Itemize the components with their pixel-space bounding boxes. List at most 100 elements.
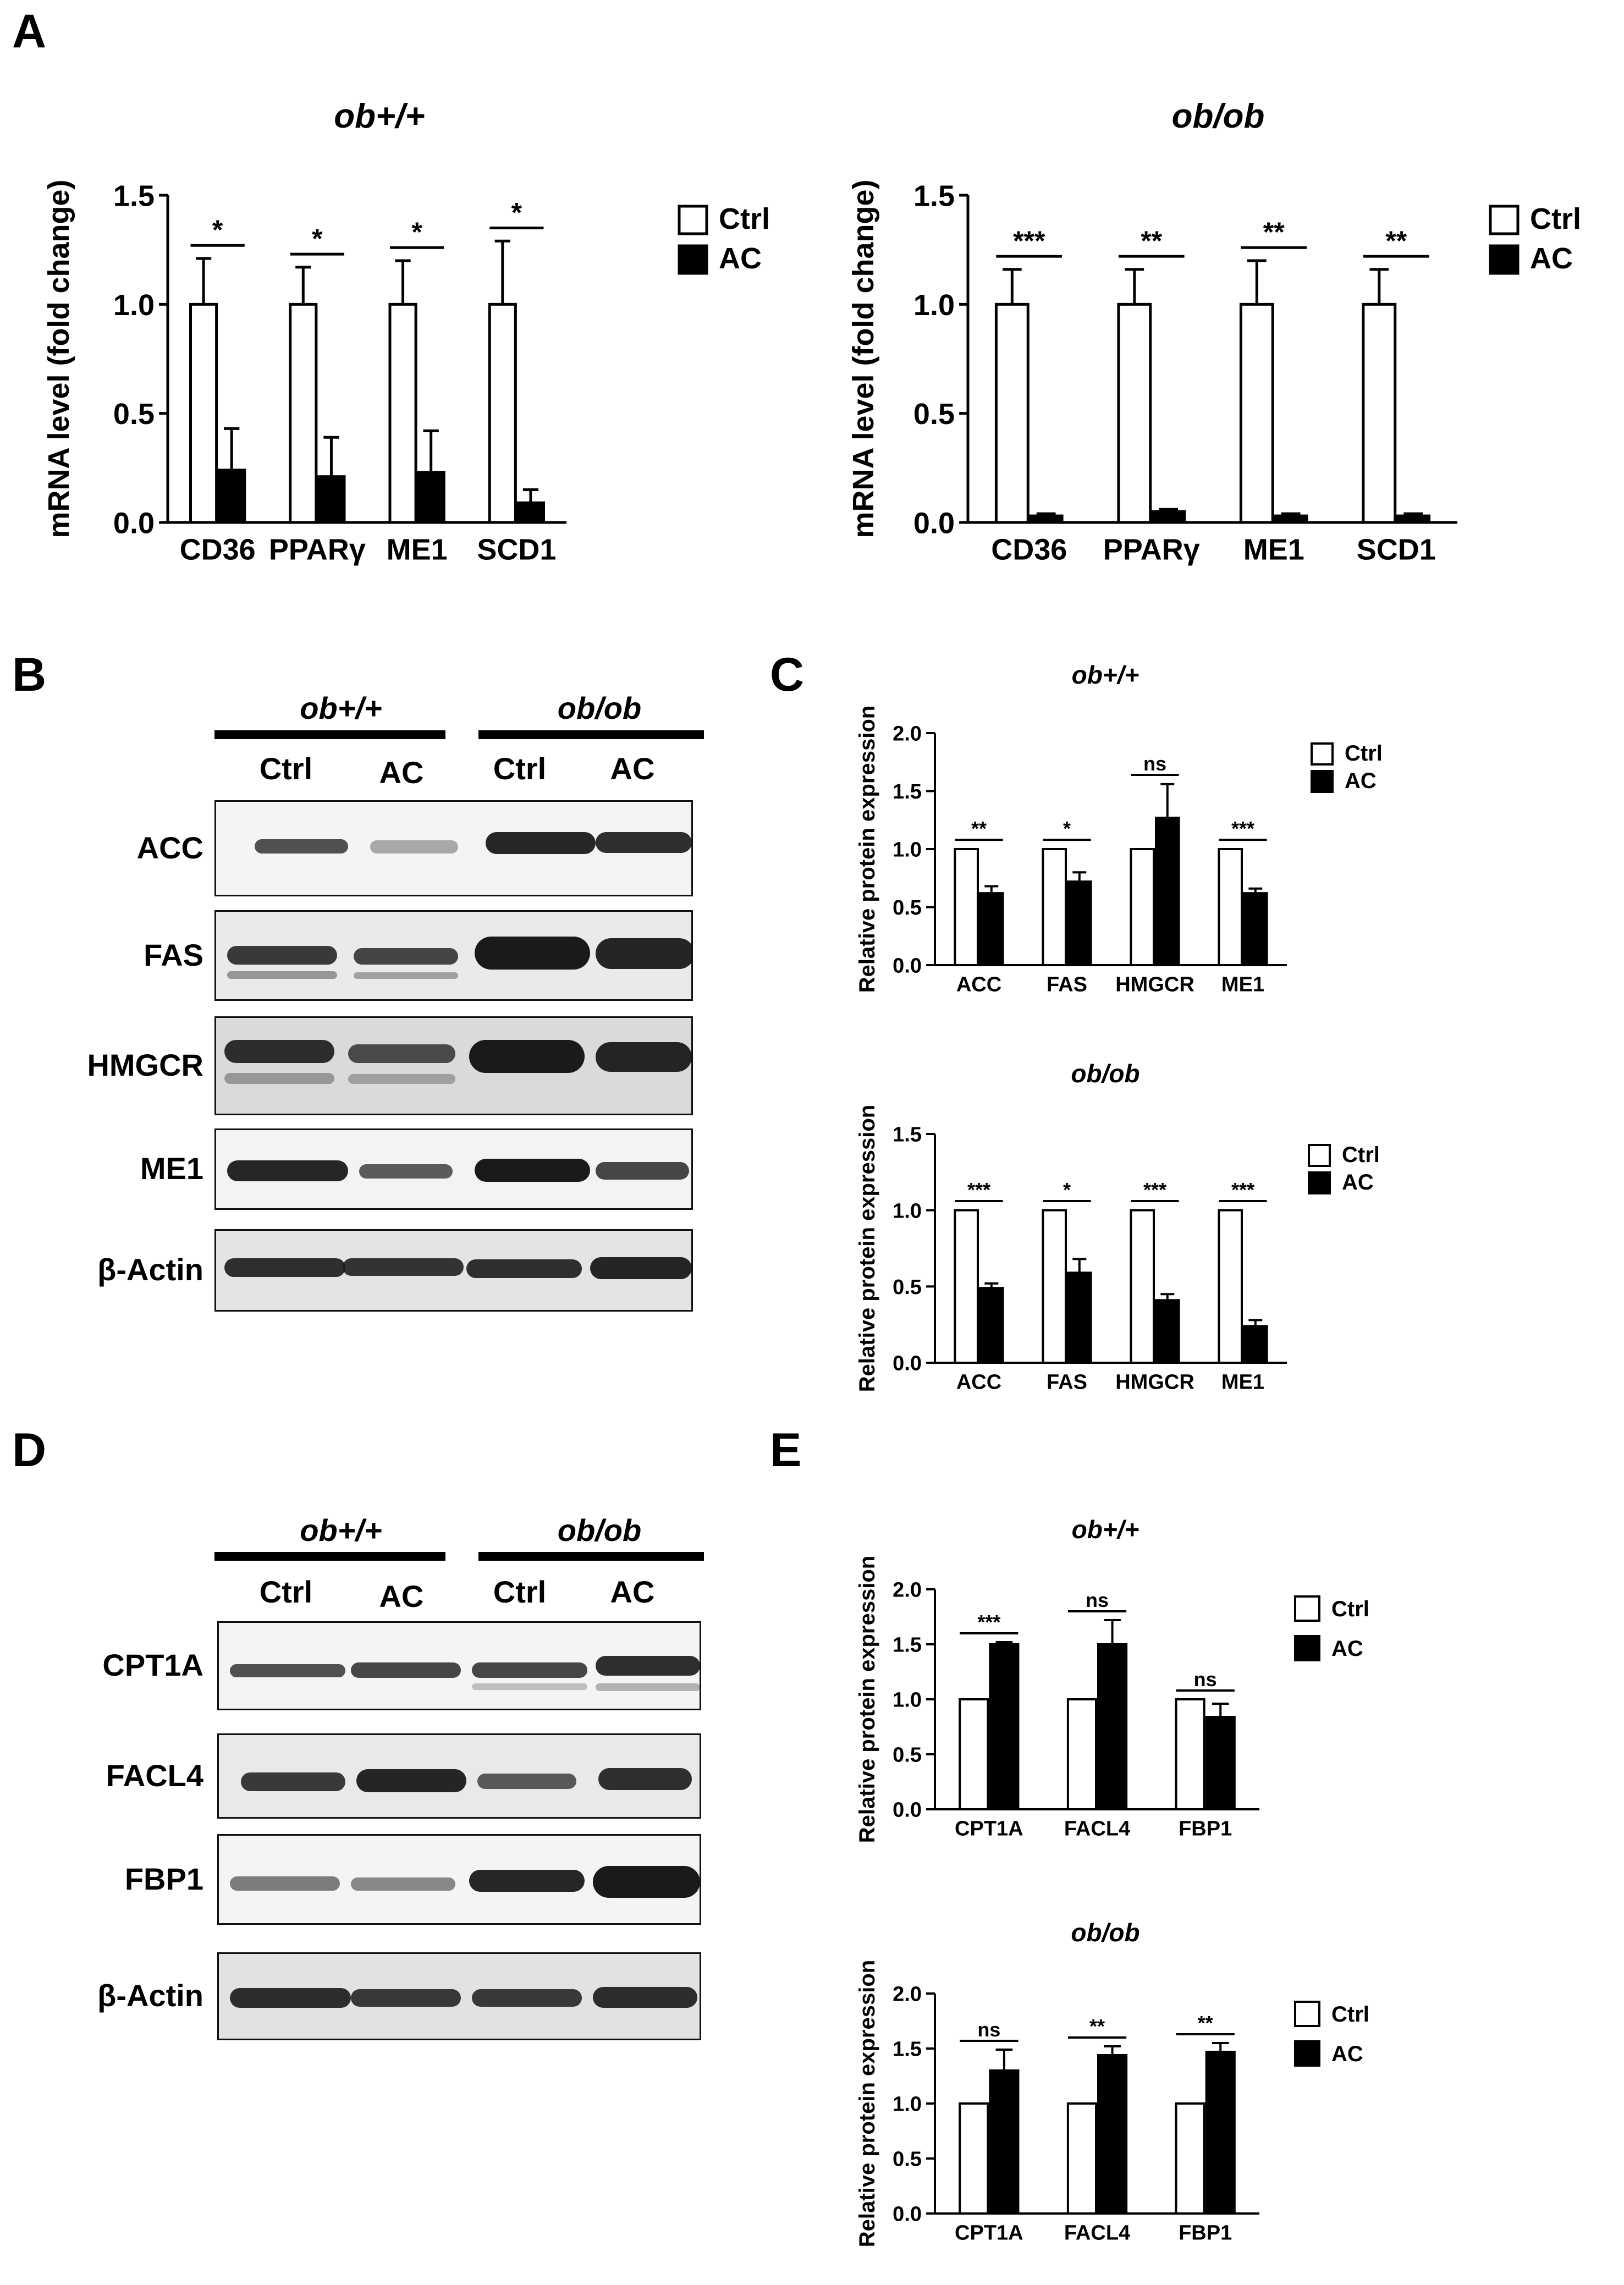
x-tick-label: ME1 [1221, 973, 1264, 996]
blot-b-band [596, 1162, 689, 1180]
significance-label: ns [1086, 1589, 1109, 1611]
legend-swatch-ctrl [1308, 1144, 1331, 1167]
bar-ac [1273, 514, 1308, 524]
legend-swatch-ctrl [1489, 205, 1520, 235]
chart-c-top: ob+/+ Relative protein expression 0.0 0.5 1.… [855, 660, 1383, 996]
legend-swatch-ac [1311, 770, 1334, 793]
blot-d-band [472, 1989, 582, 2007]
blot-b-strip [214, 1016, 693, 1115]
y-tick-label: 0.5 [893, 896, 922, 919]
blot-d-band [596, 1656, 700, 1676]
y-tick-label: 0.5 [893, 2148, 922, 2171]
y-tick-label: 2.0 [893, 1983, 922, 2006]
blot-b-lane-1: Ctrl [259, 751, 313, 786]
significance-label: ** [1141, 225, 1162, 256]
y-tick-label: 0.0 [913, 506, 955, 539]
blot-d-band [356, 1769, 466, 1792]
blot-b-band [354, 972, 458, 979]
blot-b-band [224, 1073, 334, 1084]
bar-ac [989, 2069, 1020, 2215]
bar-ac [516, 501, 545, 524]
blot-b-band [255, 839, 348, 854]
bar-ctrl [289, 302, 318, 524]
blot-d-row-label: β-Actin [97, 1978, 203, 2013]
chart-e-bottom: ob/ob Relative protein expression 0.0 0.5 1.… [855, 1918, 1369, 2247]
x-tick-label: SCD1 [477, 533, 556, 566]
blot-d-group-bar-1 [214, 1552, 445, 1561]
blot-b-row-label: ACC [136, 830, 203, 865]
panel-letter-c: C [770, 648, 805, 701]
legend-swatch-ac [1294, 2040, 1320, 2067]
bar-ctrl [1130, 848, 1155, 966]
significance-label: ns [977, 2018, 1000, 2041]
bar-ac [1155, 817, 1180, 967]
blot-d-strip [217, 1834, 701, 1925]
blot-b-band [227, 946, 337, 965]
blot-b-band [348, 1044, 455, 1063]
legend-swatch-ctrl [1294, 1595, 1320, 1622]
x-tick-label: ACC [956, 1371, 1001, 1394]
y-tick-label: 0.5 [913, 398, 955, 431]
blot-d-row-label: FACL4 [106, 1758, 203, 1793]
y-tick-label: 1.0 [893, 2093, 922, 2116]
y-tick-label: 0.5 [893, 1276, 922, 1299]
y-tick-label: 0.0 [893, 1352, 922, 1375]
blot-d-group-bar-2 [478, 1552, 704, 1561]
chart-c-bottom: ob/ob Relative protein expression 0.0 0.5 1.… [855, 1059, 1380, 1394]
chart-e-top: ob+/+ Relative protein expression 0.0 0.5 1.… [855, 1515, 1369, 1843]
blot-d-band [596, 1683, 700, 1691]
blot-d-band [477, 1774, 576, 1789]
bar-ctrl [994, 302, 1030, 524]
blot-d-lane-4: AC [610, 1574, 655, 1609]
blot-d-group-2: ob/ob [557, 1513, 642, 1548]
y-tick-label: 1.5 [893, 780, 922, 803]
y-axis-label: mRNA level (fold change) [847, 179, 880, 538]
x-tick-label: FAS [1047, 1371, 1087, 1394]
panel-letter-e: E [770, 1424, 802, 1477]
significance-label: * [212, 214, 223, 245]
bar-ac [1097, 2054, 1128, 2215]
significance-label: ** [971, 817, 987, 840]
blot-b-row-label: ME1 [140, 1151, 203, 1186]
blot-b-band [596, 832, 691, 853]
y-tick-label: 0.0 [893, 955, 922, 978]
blot-b-band [224, 1258, 345, 1277]
x-tick-label: FACL4 [1064, 1818, 1130, 1841]
bar-ac [1151, 510, 1186, 524]
x-tick-label: HMGCR [1115, 1371, 1194, 1394]
blot-b-band [227, 971, 337, 979]
x-tick-label: FBP1 [1179, 1818, 1232, 1841]
blot-b-band [370, 840, 458, 854]
x-tick-label: ACC [956, 973, 1001, 996]
bar-ac [989, 1643, 1020, 1810]
bar-ac [1243, 892, 1268, 967]
bar-ac [1028, 514, 1064, 524]
panel-letter-a: A [12, 5, 47, 58]
y-axis-label: Relative protein expression [855, 1960, 879, 2247]
y-tick-label: 1.0 [893, 1199, 922, 1223]
y-axis-label: Relative protein expression [855, 1105, 879, 1392]
significance-label: ** [1263, 217, 1285, 247]
blot-d-band [472, 1683, 587, 1690]
blot-b-strip [214, 910, 693, 1001]
bar-ctrl [1130, 1209, 1155, 1364]
blot-b-group-bar-2 [478, 730, 704, 739]
blot-b-row-label: β-Actin [97, 1252, 203, 1287]
y-tick-label: 0.0 [893, 2203, 922, 2226]
blot-b-band [596, 1042, 691, 1072]
legend-label-ctrl: Ctrl [1530, 202, 1581, 235]
x-tick-label: PPARγ [1103, 533, 1200, 566]
blot-d-lane-2: AC [379, 1579, 424, 1614]
legend-label-ac: AC [1342, 1170, 1374, 1194]
blot-b-band [224, 1040, 334, 1063]
y-tick-label: 1.5 [893, 1634, 922, 1657]
bar-ctrl [488, 302, 517, 524]
bar-ctrl [1239, 302, 1274, 524]
legend-swatch-ac [678, 244, 708, 275]
bar-ctrl [1066, 2102, 1098, 2215]
blot-b-band [227, 1160, 348, 1181]
bar-ctrl [1218, 1209, 1243, 1364]
x-tick-label: CPT1A [955, 2222, 1023, 2245]
bar-ctrl [1218, 848, 1243, 966]
